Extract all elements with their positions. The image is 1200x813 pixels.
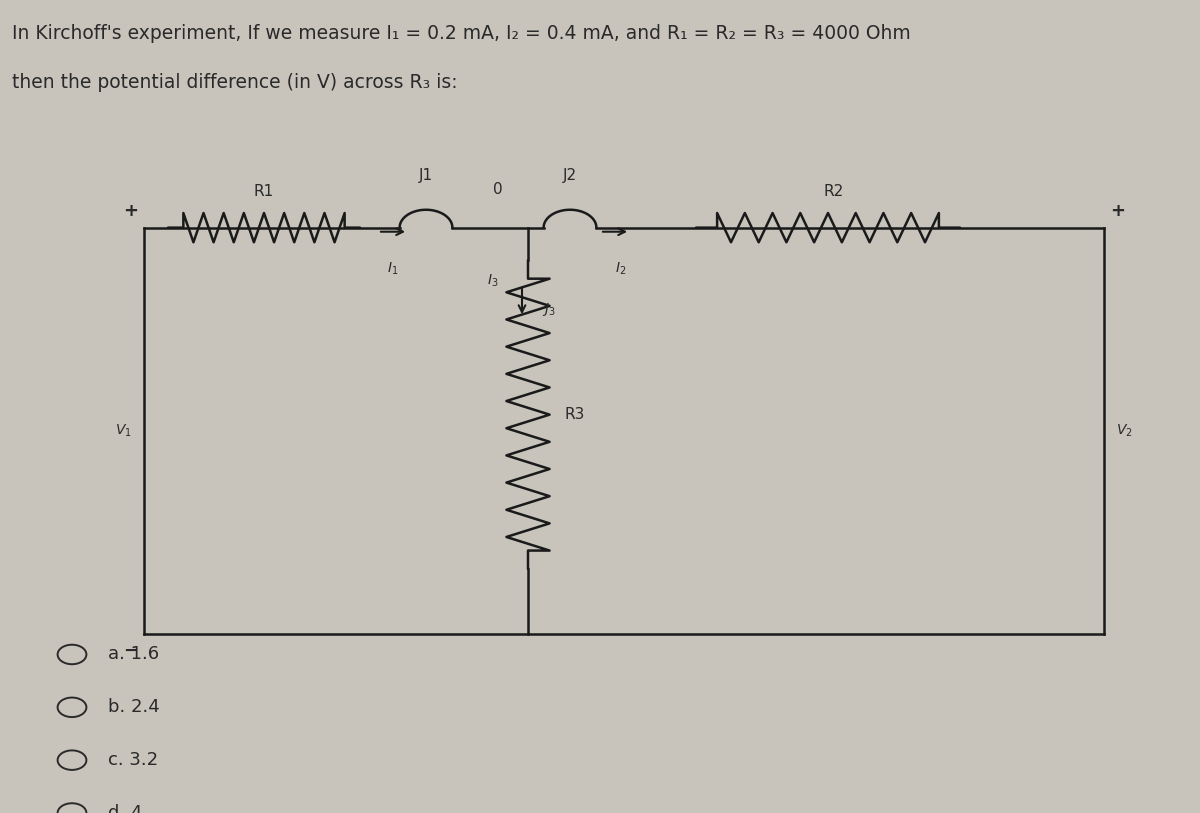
Text: −: − bbox=[122, 642, 138, 660]
Text: d. 4: d. 4 bbox=[108, 804, 143, 813]
Text: R1: R1 bbox=[254, 185, 274, 199]
Text: $I_3$: $I_3$ bbox=[486, 272, 498, 289]
Text: In Kirchoff's experiment, If we measure I₁ = 0.2 mA, I₂ = 0.4 mA, and R₁ = R₂ = : In Kirchoff's experiment, If we measure … bbox=[12, 24, 911, 43]
Text: b. 2.4: b. 2.4 bbox=[108, 698, 160, 716]
Text: +: + bbox=[124, 202, 138, 220]
Text: J1: J1 bbox=[419, 168, 433, 183]
Text: +: + bbox=[1110, 202, 1126, 220]
Text: $I_1$: $I_1$ bbox=[386, 260, 398, 276]
Text: c. 3.2: c. 3.2 bbox=[108, 751, 158, 769]
Text: $V_1$: $V_1$ bbox=[115, 423, 132, 439]
Text: then the potential difference (in V) across R₃ is:: then the potential difference (in V) acr… bbox=[12, 73, 457, 92]
Text: $V_2$: $V_2$ bbox=[1116, 423, 1133, 439]
Text: $I_2$: $I_2$ bbox=[614, 260, 626, 276]
Text: $J_3$: $J_3$ bbox=[542, 301, 556, 318]
Text: 0: 0 bbox=[493, 182, 503, 197]
Text: a. 1.6: a. 1.6 bbox=[108, 646, 160, 663]
Text: R2: R2 bbox=[824, 185, 844, 199]
Text: R3: R3 bbox=[564, 407, 584, 422]
Text: J2: J2 bbox=[563, 168, 577, 183]
